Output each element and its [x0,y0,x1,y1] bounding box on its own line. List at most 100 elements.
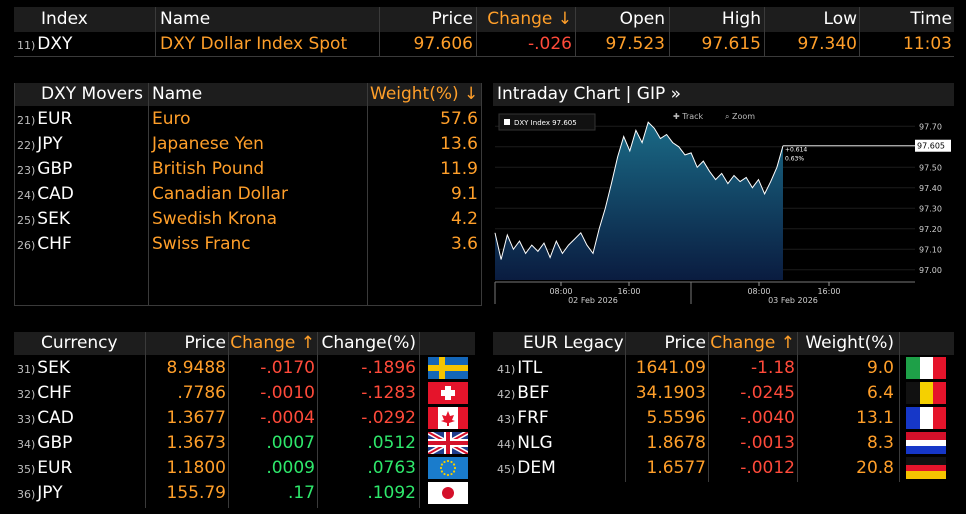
col-weight[interactable]: Weight(%) ↓ [370,84,479,104]
price-value: 1.6577 [646,458,706,478]
divider [419,332,420,508]
intraday-chart[interactable]: 97.0097.1097.2097.3097.4097.5097.6097.70… [493,108,954,306]
series-line [494,121,784,260]
weight-value: 4.2 [450,209,478,229]
price-value: .7786 [177,383,226,403]
change-value: -1.18 [751,358,795,378]
ticker: JPY [37,483,63,503]
weight-value: 8.3 [866,433,894,453]
row-number: 11) [17,39,36,52]
ticker: CHF [37,383,72,403]
col-leg-weight[interactable]: Weight(%) [805,333,894,353]
ca-flag-icon [428,407,468,429]
row-num-ticker: 31) SEK [17,357,70,379]
change-value: -.0012 [740,458,795,478]
divider [317,332,318,508]
price-value: 1.8678 [646,433,706,453]
weight-value: 11.9 [440,159,478,179]
divider [708,332,709,482]
col-change[interactable]: Change ↓ [487,9,572,29]
price-value: 1641.09 [635,358,706,378]
y-tick-label: 97.00 [919,266,942,275]
last-value-label: 97.605 [917,142,945,151]
col-time[interactable]: Time [910,9,952,29]
col-movers[interactable]: DXY Movers [41,84,143,104]
row-number: 22) [17,139,36,152]
ticker: JPY [37,134,63,154]
col-ccy-price[interactable]: Price [184,333,226,353]
eu-flag-icon [428,457,468,479]
change-pct-value: -.1283 [361,383,416,403]
row-number: 26) [17,239,36,252]
chart-title-bar [493,83,954,106]
chart-canvas[interactable]: 97.0097.1097.2097.3097.4097.5097.6097.70… [493,108,954,306]
nl-flag-icon [906,432,946,454]
x-date-label: 03 Feb 2026 [768,296,818,305]
index-row-divider [14,56,954,57]
weight-value: 13.6 [440,134,478,154]
col-price[interactable]: Price [431,9,473,29]
col-open[interactable]: Open [619,9,665,29]
gb-flag-icon [426,429,470,457]
col-legacy[interactable]: EUR Legacy [523,333,624,353]
row-num-ticker: 41) ITL [497,357,542,379]
index-name: DXY Dollar Index Spot [160,34,348,54]
low-value: 97.340 [797,34,857,54]
time-value: 11:03 [903,34,952,54]
fr-flag-icon [906,407,946,429]
row-num-ticker: 34) GBP [17,432,72,454]
price-value: 97.606 [413,34,473,54]
row-number: 41) [497,363,516,376]
row-num-ticker: 42) BEF [497,382,549,404]
row-number: 33) [17,413,36,426]
col-mover-name[interactable]: Name [152,84,203,104]
zoom-button[interactable]: ⌕ Zoom [725,112,755,121]
col-currency[interactable]: Currency [41,333,118,353]
y-tick-label: 97.40 [919,184,942,193]
row-number: 32) [17,388,36,401]
weight-value: 9.0 [866,358,894,378]
legend-box [498,113,596,131]
row-num-ticker: 21) EUR [17,108,72,130]
currency-name: Canadian Dollar [152,184,288,204]
ticker: CHF [37,234,72,254]
change-value: .0007 [266,433,315,453]
divider [148,83,149,306]
ticker: GBP [37,433,73,453]
col-low[interactable]: Low [823,9,857,29]
col-high[interactable]: High [721,9,761,29]
row-num-ticker: 23) GBP [17,158,72,180]
row-number: 23) [17,164,36,177]
ticker: BEF [517,383,550,403]
divider [476,7,477,56]
change-value: -.0040 [740,408,795,428]
ticker: CAD [37,408,74,428]
row-num-ticker: 45) DEM [497,457,556,479]
currency-name: Euro [152,109,191,129]
price-value: 8.9488 [166,358,226,378]
divider [899,332,900,482]
weight-value: 9.1 [450,184,478,204]
row-num-ticker: 25) SEK [17,208,70,230]
price-value: 1.1800 [166,458,226,478]
row-num-ticker: 26) CHF [17,233,72,255]
change-value: -.026 [528,34,572,54]
jp-flag-icon [428,482,468,504]
col-leg-price[interactable]: Price [664,333,706,353]
chart-title[interactable]: Intraday Chart | GIP » [497,84,682,104]
col-ccy-change[interactable]: Change ↑ [230,333,315,353]
row-num-ticker: 36) JPY [17,482,63,504]
x-tick-label: 08:00 [747,287,770,296]
track-button[interactable]: ✚ Track [673,112,704,121]
price-value: 1.3673 [166,433,226,453]
weight-value: 13.1 [856,408,894,428]
col-leg-change[interactable]: Change ↑ [710,333,795,353]
row-number: 36) [17,488,36,501]
col-name[interactable]: Name [160,9,211,29]
row-number: 31) [17,363,36,376]
legend-swatch [504,119,510,125]
row-num-ticker: 11) DXY [17,33,72,55]
col-index[interactable]: Index [41,9,88,29]
it-flag-icon [906,357,946,379]
col-ccy-pct[interactable]: Change(%) [321,333,416,353]
